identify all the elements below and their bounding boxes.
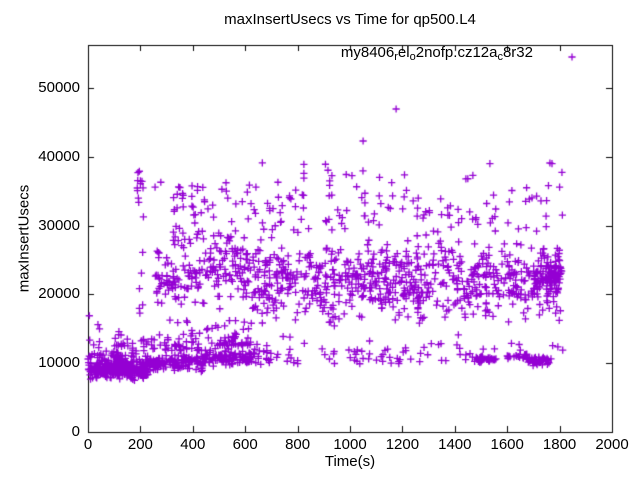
y-tick-label: 30000 — [38, 216, 80, 234]
y-tick-label: 20000 — [38, 285, 80, 303]
y-tick-label: 40000 — [38, 147, 80, 165]
y-tick-label: 50000 — [38, 79, 80, 96]
legend-text: 2nofp.cz12a — [415, 44, 498, 61]
y-tick-label: 0 — [71, 423, 80, 440]
legend-text: el — [397, 44, 410, 61]
x-tick-label: 800 — [285, 436, 311, 453]
x-tick-label: 400 — [180, 436, 206, 453]
x-tick-label: 1000 — [333, 436, 367, 453]
x-tick-label: 1800 — [542, 436, 577, 453]
x-tick-label: 0 — [83, 436, 93, 453]
x-tick-label: 200 — [127, 436, 153, 453]
x-tick-label: 1600 — [490, 436, 524, 453]
chart-title: maxInsertUsecs vs Time for qp500.L4 — [224, 11, 476, 28]
legend-subscript: o — [409, 51, 416, 63]
x-tick-label: 2000 — [595, 436, 629, 453]
y-tick-label: 10000 — [38, 354, 80, 372]
x-tick-label: 1200 — [385, 436, 420, 453]
legend-text: my8406 — [340, 44, 395, 61]
x-tick-label: 600 — [232, 436, 258, 453]
legend-subscript: r — [394, 51, 398, 63]
x-axis-label: Time(s) — [324, 453, 376, 470]
x-tick-label: 1400 — [438, 436, 472, 453]
legend-series-label: my8406relo2nofp.cz12ac8r32 — [340, 44, 533, 64]
legend-subscript: c — [497, 51, 503, 63]
legend-text: 8r32 — [502, 44, 533, 61]
